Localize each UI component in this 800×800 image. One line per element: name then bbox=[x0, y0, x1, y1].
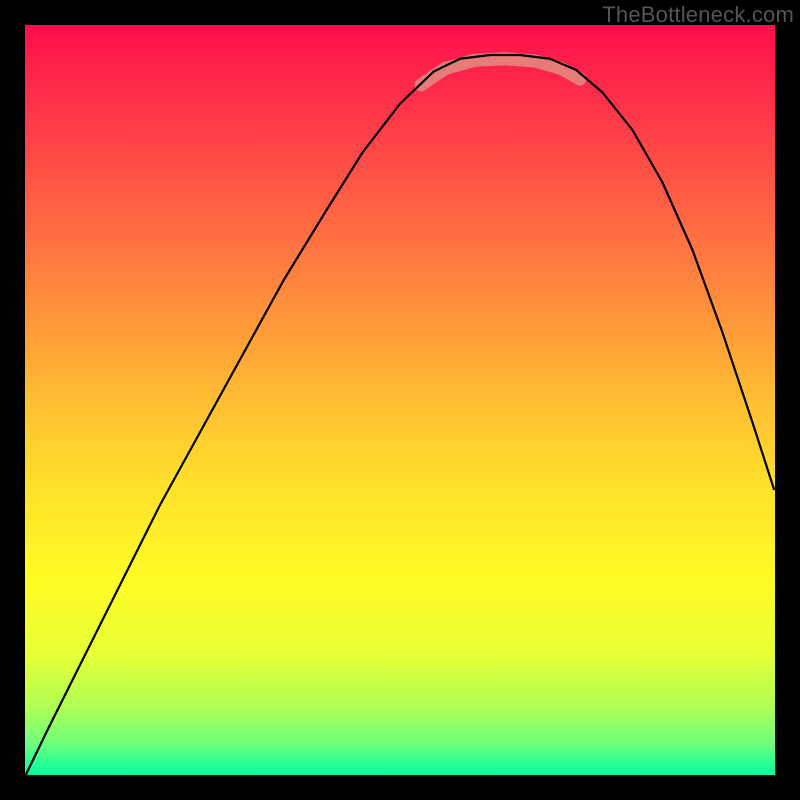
chart-svg bbox=[25, 25, 775, 775]
watermark-text: TheBottleneck.com bbox=[602, 2, 794, 28]
chart-plot-area bbox=[25, 25, 775, 775]
chart-background bbox=[25, 25, 775, 775]
